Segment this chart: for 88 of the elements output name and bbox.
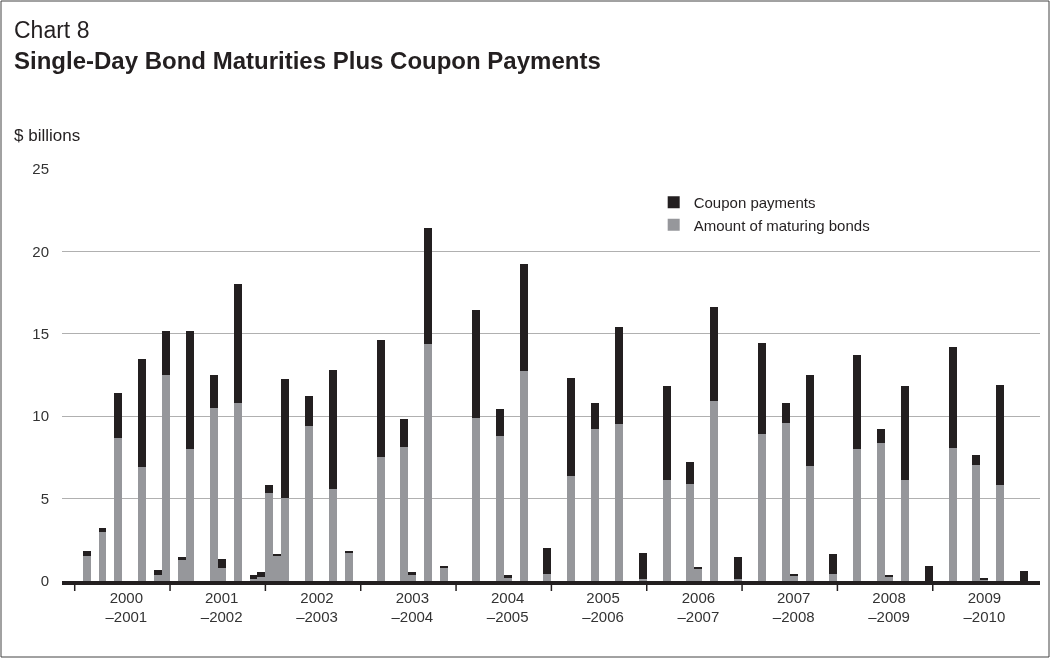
- bar: [949, 347, 957, 448]
- bar: [543, 548, 551, 574]
- bar: [829, 574, 837, 581]
- bar: [901, 480, 909, 581]
- bar: [877, 429, 885, 443]
- x-tick-label: 2002 –2003: [296, 588, 338, 626]
- x-tick-label: 2000 –2001: [105, 588, 148, 626]
- bar: [663, 386, 671, 480]
- bar: [567, 476, 575, 581]
- bar: [99, 528, 106, 532]
- bar: [138, 359, 146, 467]
- bar: [782, 403, 790, 423]
- bar: [440, 568, 448, 581]
- bar: [281, 379, 289, 498]
- bar: [996, 485, 1004, 581]
- bar: [305, 396, 313, 426]
- bar: [408, 572, 416, 575]
- bar: [758, 343, 766, 434]
- bar: [639, 553, 647, 579]
- x-tick-label: 2009 –2010: [963, 588, 1006, 626]
- bar: [154, 570, 162, 575]
- x-tick-label: 2001 –2002: [200, 588, 243, 626]
- bar: [162, 331, 170, 375]
- bar: [853, 449, 861, 581]
- bar: [686, 462, 694, 484]
- bar: [806, 375, 814, 466]
- bar: [901, 386, 909, 480]
- bar: [377, 340, 385, 457]
- bar: [114, 393, 122, 438]
- y-tick-label: 5: [40, 489, 49, 507]
- bar: [615, 327, 623, 424]
- bar: [83, 551, 91, 556]
- bar: [377, 457, 385, 581]
- y-tick-label: 15: [32, 325, 49, 343]
- bar: [496, 409, 504, 436]
- x-tick-label: 2004 –2005: [486, 588, 529, 626]
- bar: [996, 385, 1004, 485]
- bar: [138, 467, 146, 581]
- bar: [305, 426, 313, 581]
- y-axis-title: $ billions: [14, 126, 81, 145]
- bar: [114, 438, 122, 581]
- bar: [329, 489, 337, 581]
- legend-label: Coupon payments: [693, 194, 816, 212]
- bar: [949, 448, 957, 581]
- bar: [472, 310, 480, 418]
- bar: [591, 429, 599, 581]
- bar: [424, 228, 432, 344]
- chart-subtitle: Single-Day Bond Maturities Plus Coupon Payments: [14, 47, 601, 74]
- bar: [83, 556, 91, 581]
- y-tick-label: 25: [32, 160, 49, 178]
- bar: [520, 371, 528, 581]
- bar: [265, 485, 273, 493]
- y-tick-label: 0: [40, 572, 49, 590]
- bar: [591, 403, 599, 429]
- x-tick-label: 2003 –2004: [391, 588, 434, 626]
- bar: [615, 424, 623, 581]
- bar: [663, 480, 671, 581]
- bar: [853, 355, 861, 449]
- bar: [758, 434, 766, 581]
- bar: [186, 331, 194, 449]
- bar: [734, 557, 742, 579]
- bar: [543, 574, 551, 581]
- bar: [424, 344, 432, 581]
- bar: [210, 375, 218, 408]
- x-tick-label: 2007 –2008: [772, 588, 815, 626]
- y-tick-label: 10: [32, 407, 49, 425]
- bar: [400, 419, 408, 447]
- bar: [218, 559, 226, 568]
- y-tick-label: 20: [32, 242, 49, 260]
- bar: [806, 466, 814, 581]
- bar: [234, 403, 242, 581]
- x-tick-label: 2005 –2006: [582, 588, 624, 626]
- bar: [178, 557, 186, 560]
- bar: [972, 455, 980, 465]
- bar: [710, 307, 718, 401]
- bar: [472, 418, 480, 581]
- bar: [234, 284, 242, 403]
- x-tick-label: 2008 –2009: [868, 588, 910, 626]
- bar: [829, 554, 837, 574]
- bar: [99, 532, 106, 581]
- bar: [329, 370, 337, 489]
- bar: [567, 378, 575, 476]
- x-tick-label: 2006 –2007: [677, 588, 720, 626]
- bar: [345, 553, 353, 581]
- legend-label: Amount of maturing bonds: [693, 216, 870, 234]
- bar: [710, 401, 718, 581]
- chart-title: Chart 8: [14, 17, 90, 43]
- bar: [520, 264, 528, 371]
